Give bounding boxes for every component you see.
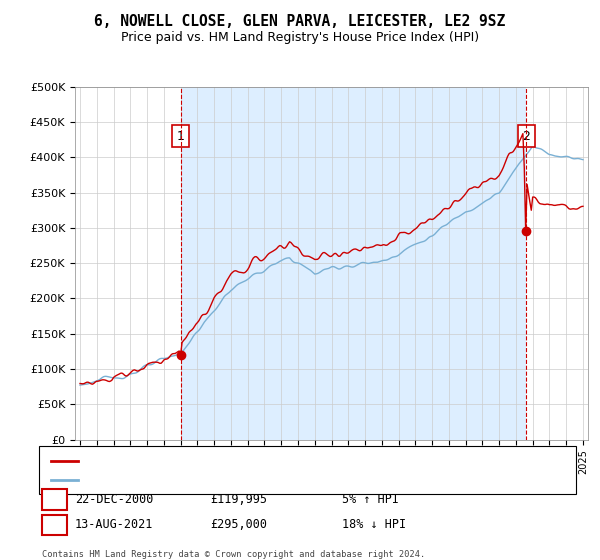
- Text: HPI: Average price, detached house, Blaby: HPI: Average price, detached house, Blab…: [83, 475, 329, 485]
- Text: 22-DEC-2000: 22-DEC-2000: [75, 493, 154, 506]
- Bar: [181, 87, 526, 440]
- Text: Price paid vs. HM Land Registry's House Price Index (HPI): Price paid vs. HM Land Registry's House …: [121, 31, 479, 44]
- Text: 1: 1: [176, 130, 185, 143]
- Text: 1: 1: [51, 493, 58, 506]
- Text: £119,995: £119,995: [210, 493, 267, 506]
- Text: Contains HM Land Registry data © Crown copyright and database right 2024.
This d: Contains HM Land Registry data © Crown c…: [42, 550, 425, 560]
- Text: 13-AUG-2021: 13-AUG-2021: [75, 518, 154, 531]
- Text: 2: 2: [523, 130, 530, 143]
- Text: 6, NOWELL CLOSE, GLEN PARVA, LEICESTER, LE2 9SZ: 6, NOWELL CLOSE, GLEN PARVA, LEICESTER, …: [94, 14, 506, 29]
- Text: 5% ↑ HPI: 5% ↑ HPI: [342, 493, 399, 506]
- Text: 6, NOWELL CLOSE, GLEN PARVA, LEICESTER, LE2 9SZ (detached house): 6, NOWELL CLOSE, GLEN PARVA, LEICESTER, …: [83, 456, 467, 466]
- Text: 18% ↓ HPI: 18% ↓ HPI: [342, 518, 406, 531]
- Text: £295,000: £295,000: [210, 518, 267, 531]
- Text: 2: 2: [51, 518, 58, 531]
